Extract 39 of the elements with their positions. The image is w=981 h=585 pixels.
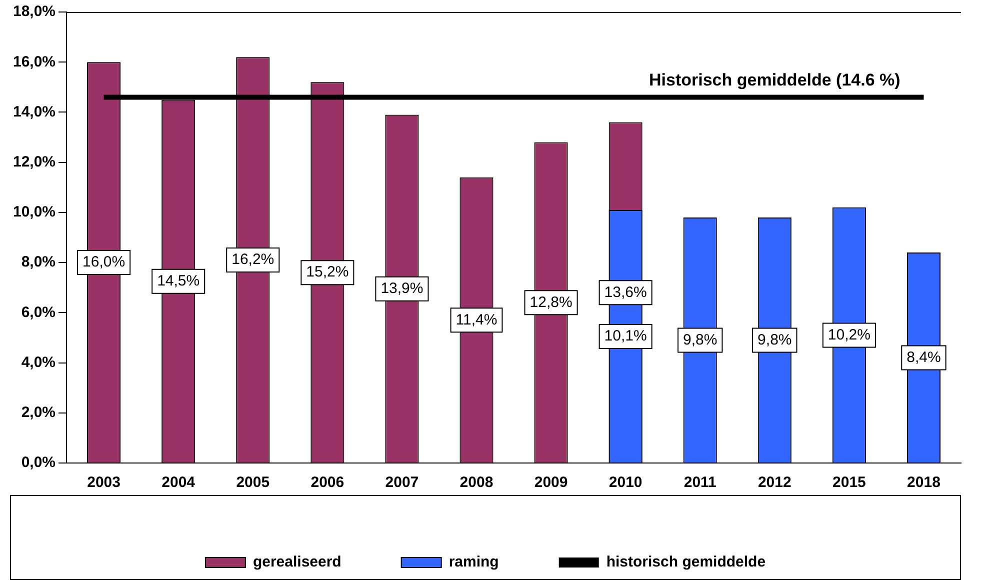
y-tick-label: 14,0% bbox=[12, 103, 56, 120]
data-label: 13,9% bbox=[380, 280, 424, 298]
x-tick-label: 2011 bbox=[684, 474, 716, 492]
x-tick-label: 2003 bbox=[87, 474, 120, 492]
y-tick-label: 10,0% bbox=[12, 204, 56, 221]
data-label: 15,2% bbox=[306, 264, 349, 281]
y-tick-label: 2,0% bbox=[21, 404, 56, 422]
legend-label: raming bbox=[448, 554, 499, 571]
legend-label: gerealiseerd bbox=[252, 554, 342, 571]
x-tick-label: 2018 bbox=[907, 474, 940, 492]
data-label: 8,4% bbox=[906, 348, 941, 366]
data-label: 16,0% bbox=[82, 254, 126, 271]
y-tick-label: 8,0% bbox=[21, 254, 56, 271]
y-tick-label: 0,0% bbox=[21, 454, 56, 472]
legend-label: historisch gemiddelde bbox=[606, 554, 766, 571]
data-label: 9,8% bbox=[683, 331, 718, 348]
x-tick-label: 2007 bbox=[385, 474, 419, 492]
x-tick-label: 2005 bbox=[236, 474, 270, 492]
data-label: 11,4% bbox=[456, 311, 498, 328]
annotation: Historisch gemiddelde (14.6 %) bbox=[649, 70, 900, 90]
y-tick-label: 6,0% bbox=[21, 304, 56, 321]
x-tick-label: 2015 bbox=[832, 474, 866, 492]
y-tick-label: 4,0% bbox=[21, 354, 56, 371]
y-tick-label: 12,0% bbox=[12, 153, 56, 170]
x-tick-label: 2008 bbox=[460, 474, 494, 492]
x-tick-label: 2010 bbox=[608, 474, 642, 492]
data-label: 10,2% bbox=[828, 326, 870, 344]
x-tick-label: 2012 bbox=[758, 474, 792, 492]
data-label: 12,8% bbox=[530, 294, 572, 311]
x-tick-label: 2004 bbox=[162, 474, 196, 492]
data-label: 16,2% bbox=[232, 251, 274, 268]
data-label: 9,8% bbox=[758, 331, 792, 348]
data-label: 14,5% bbox=[157, 272, 200, 290]
y-tick-label: 18,0% bbox=[12, 3, 56, 20]
data-label: 13,6% bbox=[604, 284, 647, 301]
x-tick-label: 2009 bbox=[534, 474, 568, 492]
y-tick-label: 16,0% bbox=[12, 53, 56, 70]
x-tick-label: 2006 bbox=[310, 474, 344, 492]
data-label: 10,1% bbox=[604, 328, 647, 345]
